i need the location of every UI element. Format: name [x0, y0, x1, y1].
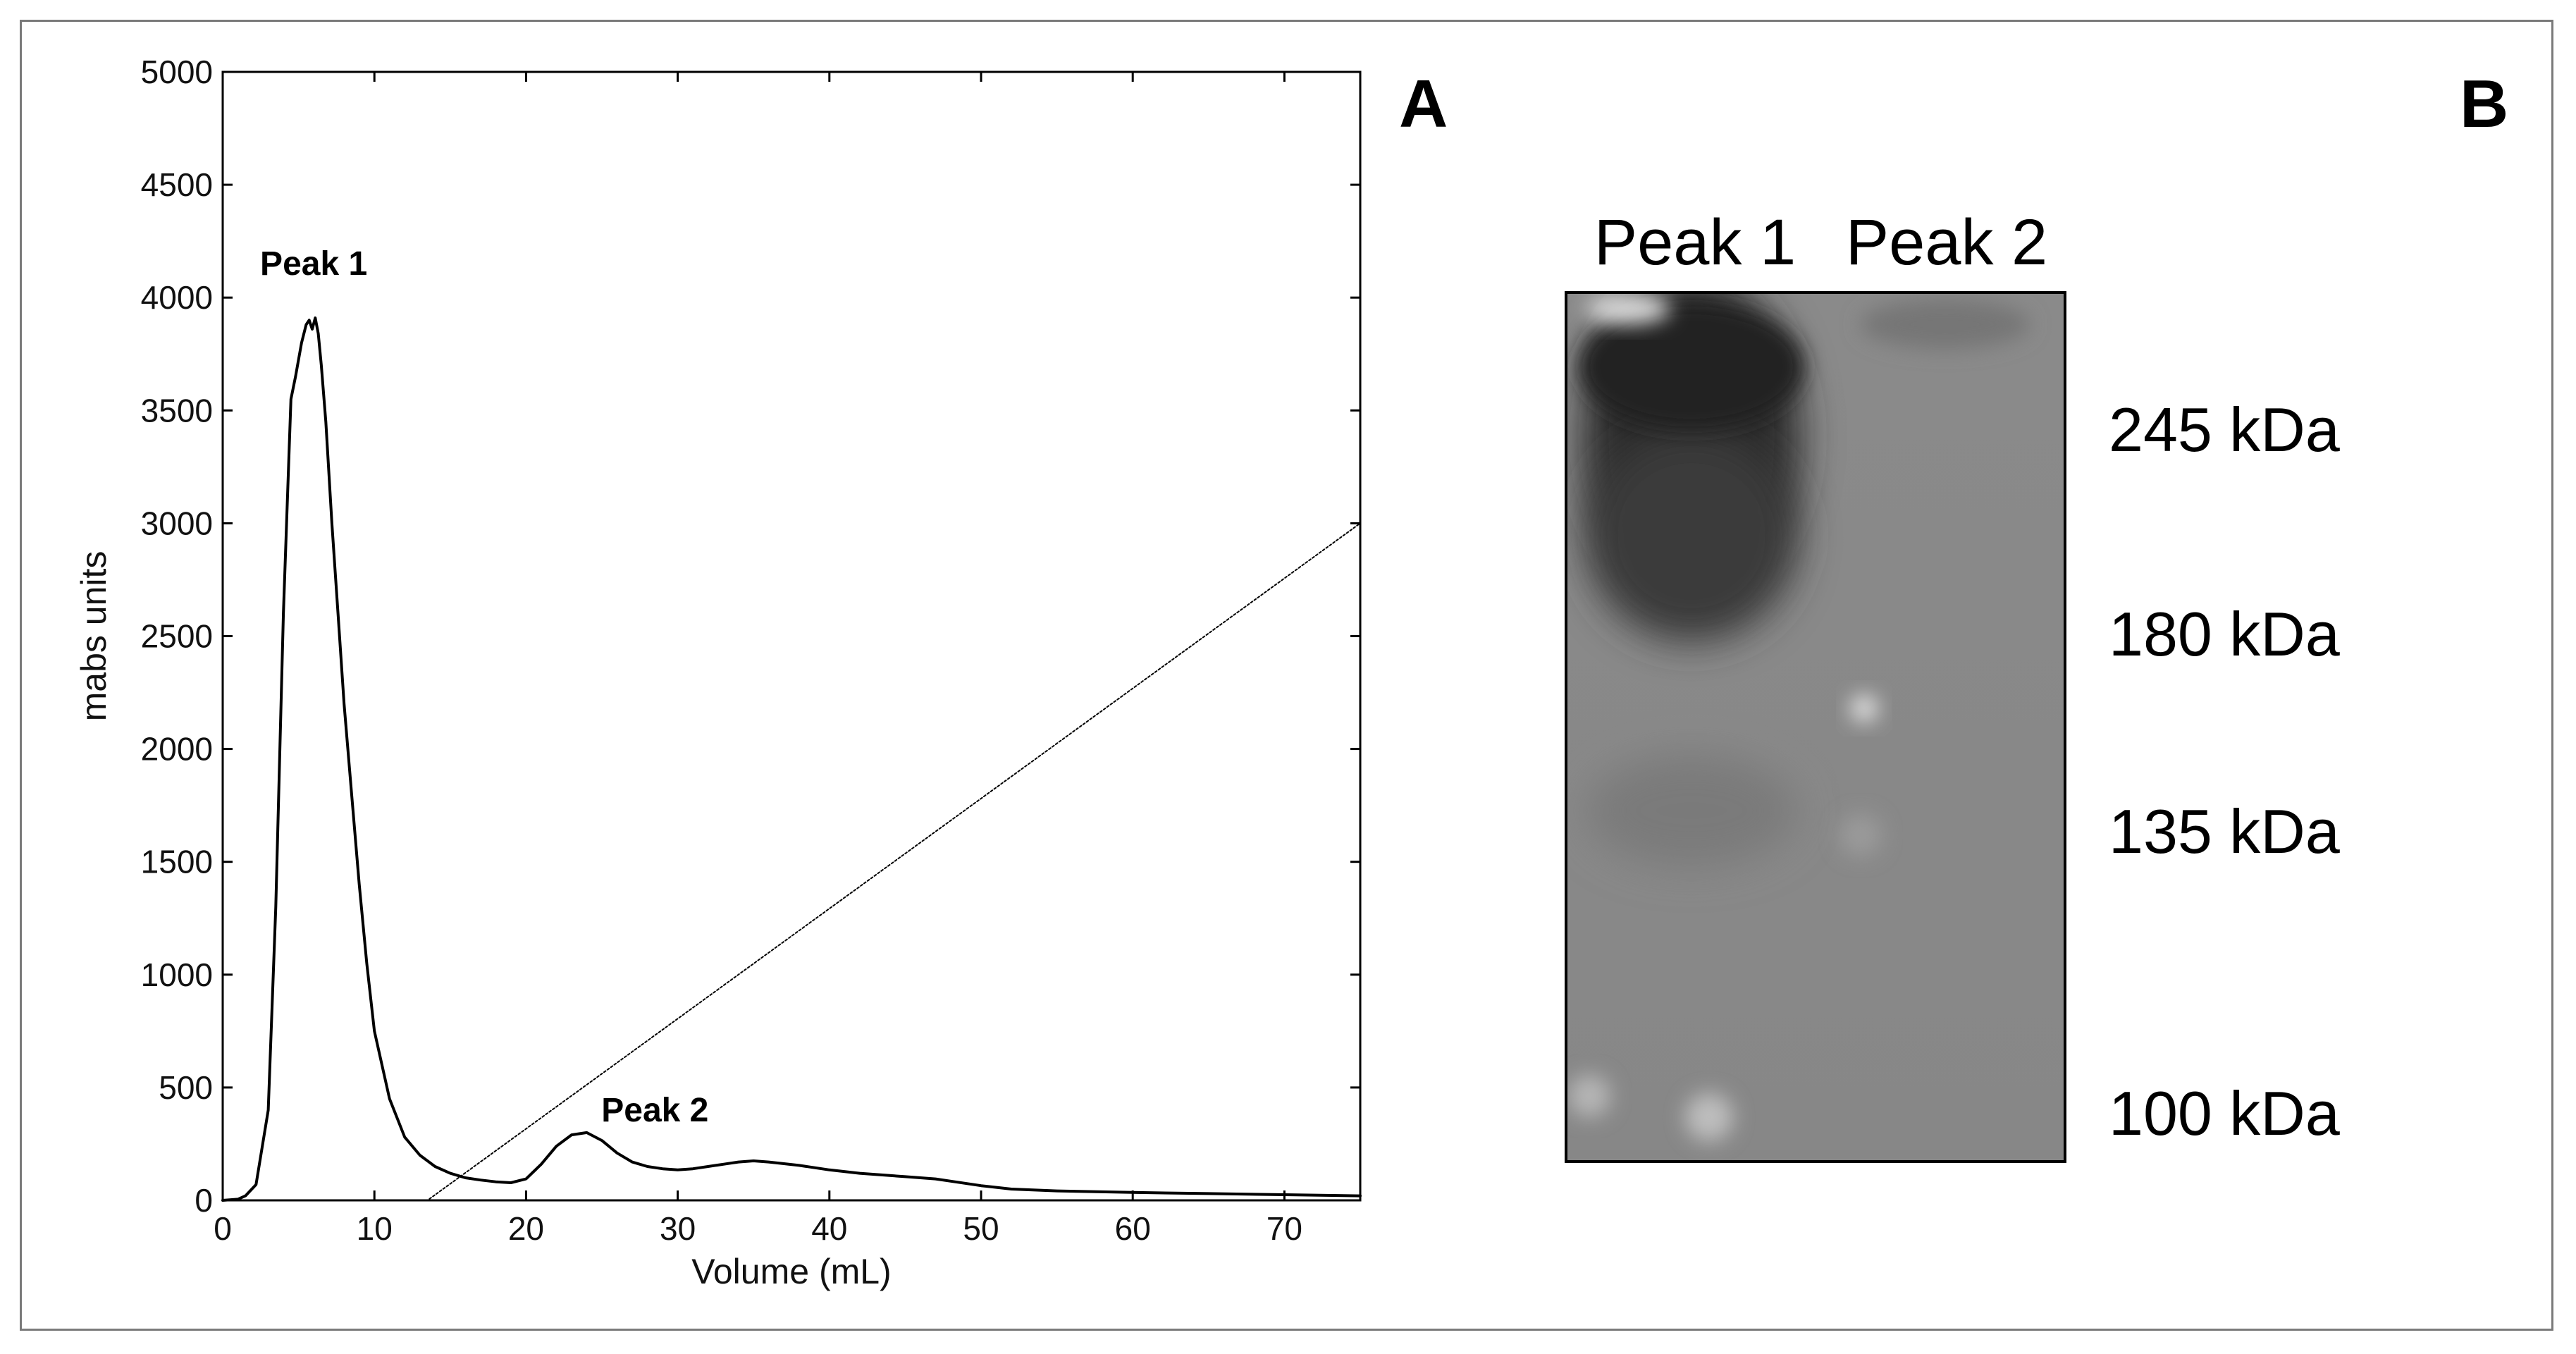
panel-letter-a: A [1399, 66, 1448, 142]
peak-annotation-1: Peak 1 [260, 245, 367, 283]
y-tick-label: 4500 [141, 166, 213, 203]
panel-letter-b: B [2460, 66, 2508, 142]
marker-label-180-kda: 180 kDa [2109, 599, 2340, 669]
peak-annotation-2: Peak 2 [601, 1092, 708, 1129]
gradient-line [222, 522, 1361, 1201]
marker-label-100-kda: 100 kDa [2109, 1078, 2340, 1148]
gel-bands [1568, 293, 2030, 1141]
y-tick-label: 4000 [141, 279, 213, 316]
x-tick-label: 50 [963, 1210, 999, 1247]
x-tick-label: 20 [508, 1210, 544, 1247]
plot-area [221, 70, 1362, 1202]
series-layer [221, 316, 1362, 1202]
annotations-layer: Peak 1 Peak 2 [260, 245, 708, 1129]
chromatogram-chart: 0 10 20 30 40 50 60 70 0 500 1000 1500 2000 2500 3000 3… [74, 54, 1362, 1291]
y-tick-label: 0 [195, 1182, 213, 1219]
x-tick-label: 30 [660, 1210, 696, 1247]
lane-label-peak-1: Peak 1 [1594, 207, 1796, 278]
x-axis-label: Volume (mL) [691, 1252, 891, 1291]
marker-label-135-kda: 135 kDa [2109, 796, 2340, 866]
x-tick-label: 60 [1115, 1210, 1151, 1247]
y-tick-label: 2500 [141, 618, 213, 655]
y-tick-label: 3000 [141, 505, 213, 541]
gel-image [1565, 291, 2066, 1163]
absorbance-trace [221, 316, 1362, 1202]
y-tick-label: 1500 [141, 844, 213, 880]
y-tick-label: 2000 [141, 731, 213, 768]
y-tick-label: 3500 [141, 392, 213, 429]
y-tick-label: 500 [159, 1069, 213, 1106]
y-tick-label: 1000 [141, 956, 213, 993]
marker-label-245-kda: 245 kDa [2109, 395, 2340, 464]
x-tick-label: 0 [214, 1210, 232, 1247]
x-tick-label: 40 [811, 1210, 847, 1247]
y-tick-label: 5000 [141, 54, 213, 90]
x-tick-label: 70 [1267, 1210, 1302, 1247]
axis-ticks: 0 10 20 30 40 50 60 70 0 500 1000 1500 2000 2500 3000 3… [141, 54, 1360, 1247]
lane-label-peak-2: Peak 2 [1846, 207, 2047, 278]
gel-border [1565, 291, 2066, 1163]
x-tick-label: 10 [357, 1210, 393, 1247]
y-axis-label: mabs units [74, 551, 113, 722]
